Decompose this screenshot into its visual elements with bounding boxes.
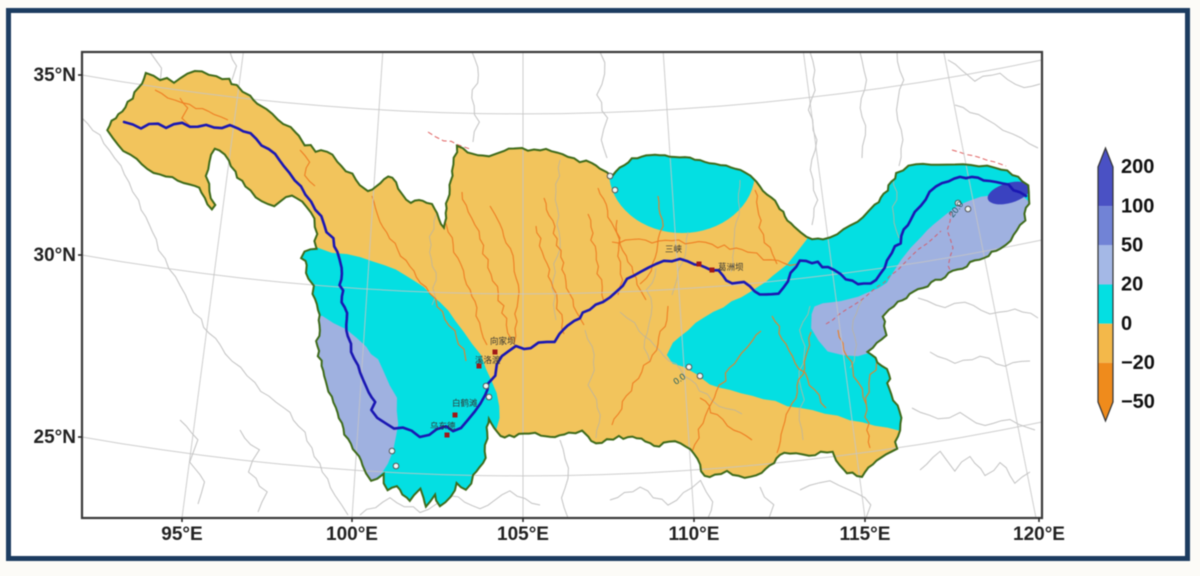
svg-text:115°E: 115°E [840, 524, 891, 545]
svg-text:−50: −50 [1121, 391, 1155, 413]
svg-text:35°N: 35°N [34, 65, 76, 86]
svg-text:0: 0 [1121, 313, 1132, 335]
svg-text:120°E: 120°E [1013, 524, 1065, 545]
svg-text:100°E: 100°E [326, 524, 378, 545]
svg-text:95°E: 95°E [161, 524, 202, 545]
svg-text:葛洲坝: 葛洲坝 [718, 262, 744, 272]
svg-text:25°N: 25°N [34, 427, 76, 448]
svg-text:白鹤滩: 白鹤滩 [452, 398, 478, 408]
svg-text:100: 100 [1121, 195, 1154, 217]
svg-text:30°N: 30°N [34, 245, 76, 266]
svg-text:50: 50 [1121, 235, 1143, 257]
svg-text:溪洛渡: 溪洛渡 [475, 355, 501, 365]
svg-text:三峡: 三峡 [665, 244, 683, 254]
svg-text:−20: −20 [1121, 352, 1155, 374]
svg-text:乌东德: 乌东德 [430, 421, 456, 431]
svg-text:105°E: 105°E [497, 524, 549, 545]
svg-text:20: 20 [1121, 274, 1143, 296]
svg-text:200: 200 [1121, 156, 1154, 178]
svg-text:110°E: 110°E [669, 524, 720, 545]
svg-text:向家坝: 向家坝 [490, 336, 516, 346]
